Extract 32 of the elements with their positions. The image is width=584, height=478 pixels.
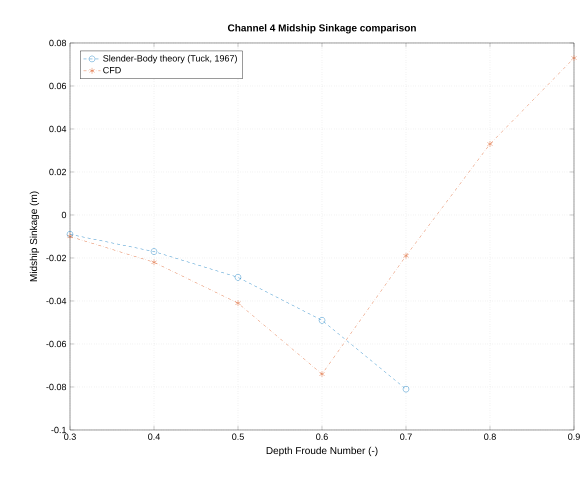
point [234, 274, 242, 281]
y-tick-label: -0.02 [46, 254, 66, 262]
y-tick-label: -0.06 [46, 340, 66, 348]
y-tick-label: 0.02 [49, 168, 66, 176]
y-tick-label: -0.08 [46, 384, 66, 390]
x-tick-label: 0.3 [64, 434, 76, 440]
y-axis-title: Midship Sinkage (m) [30, 192, 40, 282]
point [151, 259, 157, 266]
x-tick-label: 0.5 [232, 434, 244, 440]
y-tick-label: 0 [62, 212, 66, 218]
x-tick-label: 0.8 [484, 434, 496, 440]
y-tick-label: 0.06 [49, 82, 66, 90]
x-tick-label: 0.6 [316, 434, 328, 440]
point [402, 386, 410, 392]
point [150, 248, 158, 255]
point [571, 54, 577, 62]
y-tick-label: 0.04 [49, 126, 66, 132]
x-axis-title: Depth Froude Number (-) [266, 446, 378, 456]
y-tick-label: -0.04 [46, 298, 66, 304]
x-tick-label: 0.4 [148, 434, 160, 440]
point [319, 370, 325, 378]
x-tick-label: 0.9 [568, 434, 580, 440]
legend-label: Slender-Body theory (Tuck, 1967) [103, 54, 237, 64]
chart-title: Channel 4 Midship Sinkage comparison [228, 24, 416, 34]
point [487, 140, 493, 148]
point [403, 252, 409, 260]
point [318, 317, 326, 324]
y-tick-label: -0.1 [51, 426, 66, 434]
legend-label: CFD [103, 66, 121, 74]
y-tick-label: 0.08 [49, 40, 66, 46]
x-tick-label: 0.7 [400, 434, 412, 440]
point [235, 300, 241, 306]
